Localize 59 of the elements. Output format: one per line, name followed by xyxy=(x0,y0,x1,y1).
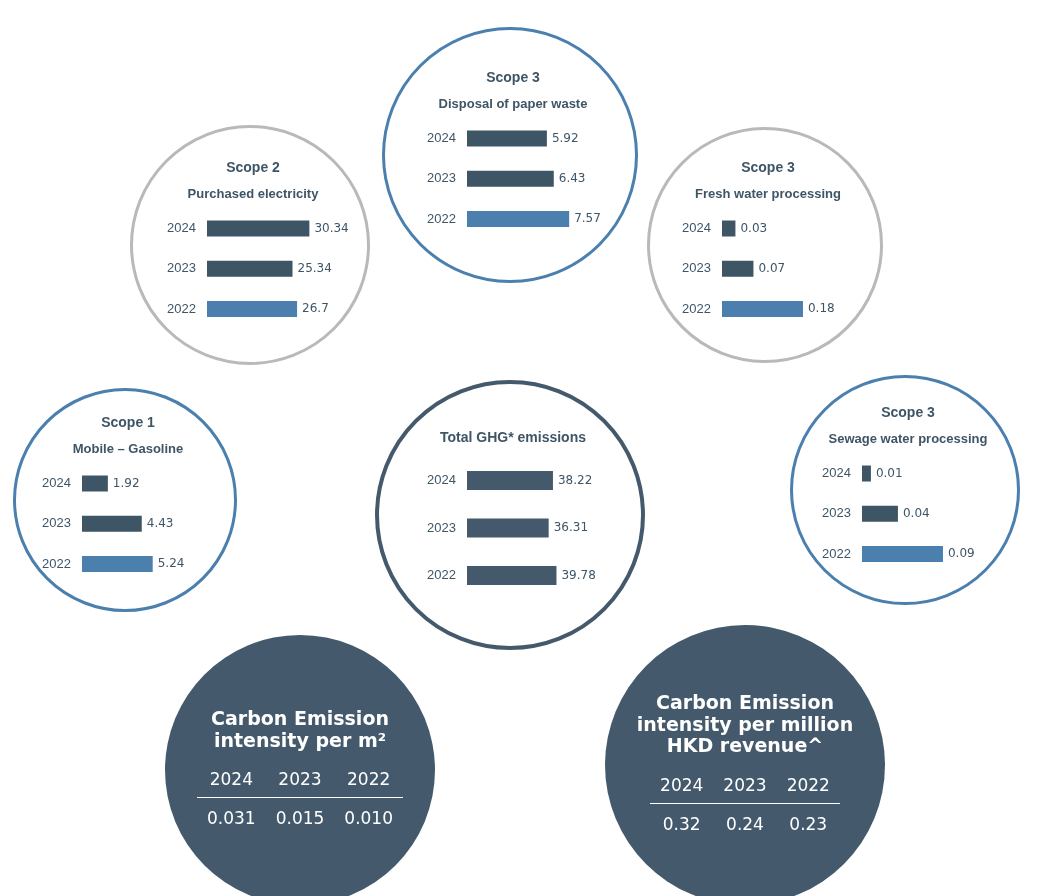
chart-subtitle: Sewage water processing xyxy=(828,431,988,447)
data-label: 0.03 xyxy=(740,220,768,235)
y-tick-label: 2023 xyxy=(42,515,71,531)
y-tick-label: 2023 xyxy=(822,505,851,521)
chart-subtitle: Disposal of paper waste xyxy=(438,96,588,112)
data-label: 0.04 xyxy=(902,505,930,520)
chart-title: Scope 3 xyxy=(486,69,541,86)
data-label: 7.57 xyxy=(574,211,601,226)
y-tick-label: 2022 xyxy=(822,545,851,561)
category-label: 2022 xyxy=(334,765,403,798)
data-label: 0.18 xyxy=(807,301,835,316)
data-label: 38.22 xyxy=(557,472,593,487)
y-tick-label: 2022 xyxy=(427,210,456,226)
chart-subtitle: Mobile – Gasoline xyxy=(72,441,184,457)
data-label: 0.015 xyxy=(274,807,326,831)
data-label: 0.09 xyxy=(947,546,975,561)
data-label: 39.78 xyxy=(561,567,596,582)
y-tick-label: 2023 xyxy=(427,170,456,186)
y-tick-label: 2024 xyxy=(427,472,456,488)
chart-title: Scope 1 xyxy=(101,414,156,431)
data-label: 0.24 xyxy=(725,813,765,837)
data-label: 36.31 xyxy=(553,520,589,535)
data-label: 4.43 xyxy=(146,515,174,530)
y-tick-label: 2022 xyxy=(682,300,711,316)
data-label: 0.031 xyxy=(206,807,257,831)
data-label: 0.01 xyxy=(875,465,903,480)
y-tick-label: 2023 xyxy=(427,519,456,535)
data-label: 30.34 xyxy=(314,220,349,235)
data-label: 25.34 xyxy=(297,260,332,275)
data-label: 26.7 xyxy=(302,301,329,316)
data-label: 0.07 xyxy=(758,260,786,275)
data-label: 0.32 xyxy=(661,813,702,837)
y-tick-label: 2024 xyxy=(682,220,711,236)
y-tick-label: 2024 xyxy=(167,220,196,236)
category-label: 2024 xyxy=(196,765,266,798)
chart-title: Scope 2 xyxy=(226,159,281,176)
y-tick-label: 2024 xyxy=(427,130,456,146)
y-tick-label: 2022 xyxy=(427,567,456,583)
y-tick-label: 2023 xyxy=(167,260,196,276)
chart-subtitle: Fresh water processing xyxy=(695,186,842,202)
y-tick-label: 2022 xyxy=(42,555,71,571)
category-label: 2023 xyxy=(713,771,777,804)
chart-title: Scope 3 xyxy=(741,159,796,176)
chart-title: Scope 3 xyxy=(881,404,936,421)
y-tick-label: 2024 xyxy=(822,465,851,481)
y-tick-label: 2024 xyxy=(42,475,71,491)
category-label: 2023 xyxy=(265,765,335,798)
text: Carbon Emission intensity per million HKD revenue^ xyxy=(635,690,855,758)
y-tick-label: 2023 xyxy=(682,260,711,276)
data-label: 5.92 xyxy=(551,130,579,145)
data-label: 0.23 xyxy=(788,813,829,837)
data-label: 6.43 xyxy=(558,170,586,185)
data-label: 1.92 xyxy=(112,475,140,490)
text: Carbon Emission intensity per m² xyxy=(210,706,390,752)
data-label: 0.010 xyxy=(343,807,394,831)
data-label: 5.24 xyxy=(157,556,185,571)
chart-title: Total GHG* emissions xyxy=(440,429,587,446)
y-tick-label: 2022 xyxy=(167,300,196,316)
chart-subtitle: Purchased electricity xyxy=(187,186,320,202)
